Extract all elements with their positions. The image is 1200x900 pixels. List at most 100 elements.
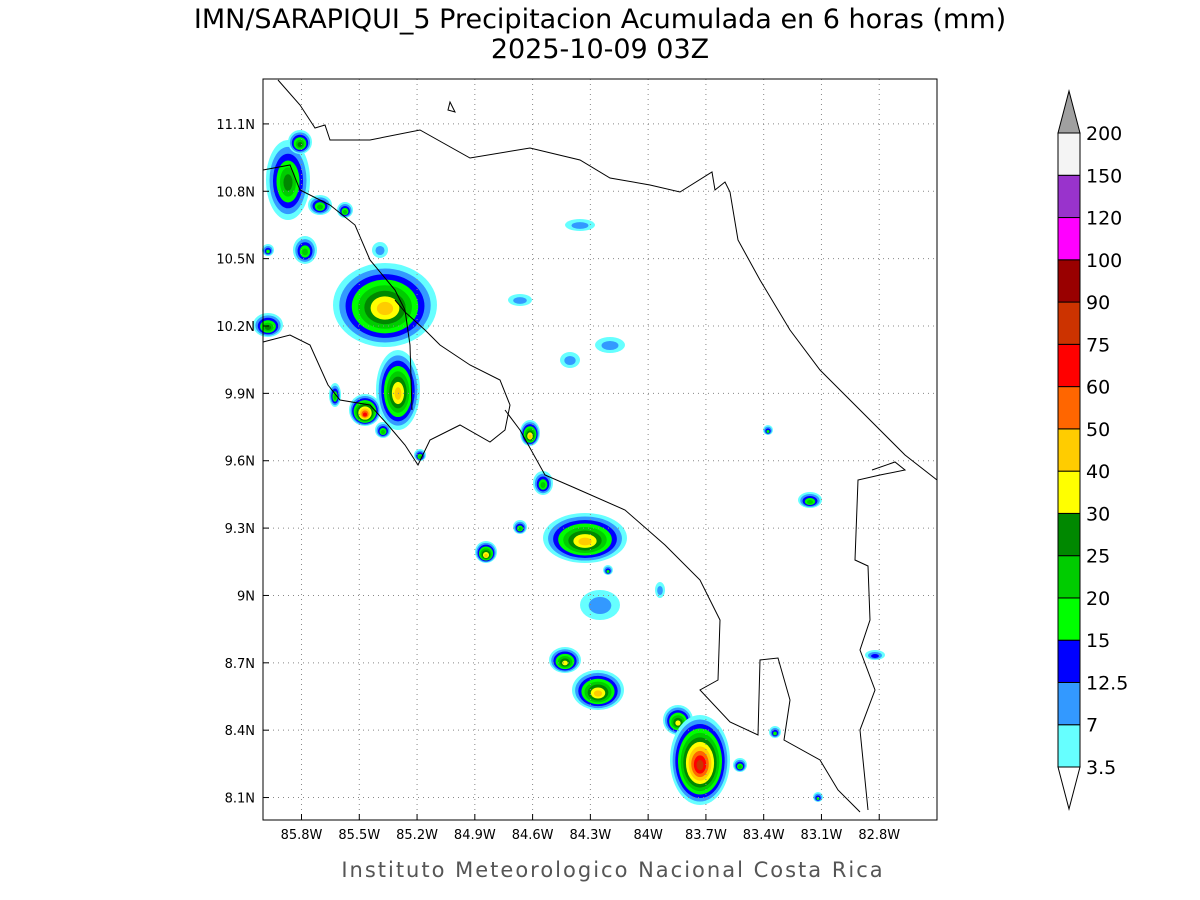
subtitle: 2025-10-09 03Z: [491, 34, 709, 65]
precip-contour: [381, 430, 385, 434]
precip-contour: [528, 434, 532, 439]
coastline: [277, 79, 938, 481]
colorbar-label: 3.5: [1086, 757, 1116, 779]
colorbar-bin: [1057, 724, 1081, 768]
colorbar-label: 20: [1086, 588, 1110, 610]
y-tick-label: 9N: [237, 589, 255, 604]
y-tick-label: 9.3N: [225, 522, 255, 537]
precip-contour: [807, 500, 813, 504]
colorbar-bin: [1057, 217, 1081, 261]
precip-contour: [513, 297, 527, 304]
border: [854, 461, 907, 811]
colorbar-bin: [1057, 639, 1081, 683]
colorbar-label: 50: [1086, 419, 1110, 441]
precip-contour: [302, 248, 308, 256]
precip-contour: [675, 720, 681, 726]
precip-contour: [578, 537, 592, 546]
x-tick-label: 83.7W: [685, 828, 727, 843]
x-tick-label: 85.2W: [396, 828, 438, 843]
colorbar-label: 75: [1086, 334, 1110, 356]
precip-contour: [766, 429, 770, 434]
precip-contour: [418, 455, 422, 459]
precip-contour: [593, 690, 603, 697]
x-tick-label: 83.4W: [743, 828, 785, 843]
precip-contour: [540, 482, 546, 488]
colorbar-label: 7: [1086, 715, 1098, 737]
colorbar-label: 40: [1086, 461, 1110, 483]
y-tick-label: 11.1N: [216, 118, 255, 133]
x-tick-label: 82.8W: [858, 828, 900, 843]
colorbar-bin: [1057, 597, 1081, 641]
y-tick-label: 9.9N: [225, 387, 255, 402]
coastline: [262, 299, 511, 467]
colorbar-bin: [1057, 343, 1081, 388]
precip-contour: [518, 527, 522, 531]
x-tick-label: 84W: [633, 828, 663, 843]
precip-contour: [871, 654, 879, 658]
precip-contour: [564, 355, 576, 366]
precip-contour: [657, 585, 663, 596]
coastlines: [262, 79, 938, 813]
colorbar-label: 90: [1086, 292, 1110, 314]
colorbar-bin: [1057, 555, 1081, 599]
x-tick-label: 85.8W: [281, 828, 323, 843]
precip-contour: [375, 245, 385, 256]
precip-contour: [484, 553, 488, 558]
precip-contour: [283, 174, 293, 191]
y-tick-label: 10.5N: [216, 253, 255, 268]
x-tick-label: 83.1W: [801, 828, 843, 843]
precip-contour: [376, 301, 394, 316]
colorbar-bin: [1057, 428, 1081, 472]
precip-contour: [317, 204, 323, 210]
colorbar-label: 100: [1086, 250, 1122, 272]
precip-contour: [606, 569, 610, 574]
border: [262, 164, 413, 411]
precip-contour: [571, 222, 589, 229]
precip-contour: [738, 765, 742, 769]
colorbar-label: 25: [1086, 546, 1110, 568]
footer: Instituto Meteorologico Nacional Costa R…: [341, 858, 884, 882]
precip-contour: [343, 210, 347, 214]
y-tick-label: 9.6N: [225, 455, 255, 470]
y-tick-label: 8.4N: [225, 724, 255, 739]
colorbar-bin: [1057, 681, 1081, 726]
colorbar-label: 60: [1086, 377, 1110, 399]
precip-contour: [362, 412, 368, 417]
colorbar-label: 12.5: [1086, 672, 1128, 694]
colorbar-label: 30: [1086, 503, 1110, 525]
colorbar: 3.5 7 12.5 15 20 25 30 40 50 60 75 90 100 120 150 200: [1057, 89, 1128, 811]
y-tick-label: 8.1N: [225, 792, 255, 807]
colorbar-label: 15: [1086, 630, 1110, 652]
precipitation-field: [253, 130, 885, 805]
grid: [263, 79, 937, 820]
colorbar-label: 150: [1086, 165, 1122, 187]
colorbar-over: [1057, 89, 1081, 134]
title: IMN/SARAPIQUI_5 Precipitacion Acumulada …: [194, 4, 1006, 35]
island: [447, 100, 456, 113]
colorbar-label: 200: [1086, 123, 1122, 145]
colorbar-bin: [1057, 174, 1081, 219]
x-tick-label: 84.9W: [454, 828, 496, 843]
precip-contour: [266, 249, 270, 254]
precip-contour: [333, 394, 337, 400]
map-frame: [262, 78, 938, 821]
colorbar-bin: [1057, 259, 1081, 303]
colorbar-bin: [1057, 132, 1081, 176]
y-tick-label: 10.8N: [216, 185, 255, 200]
colorbar-bin: [1057, 512, 1081, 557]
precip-contour: [773, 731, 777, 736]
coastline: [504, 409, 861, 813]
colorbar-bin: [1057, 386, 1081, 430]
x-tick-label: 84.3W: [569, 828, 611, 843]
colorbar-label: 120: [1086, 208, 1122, 230]
precip-contour: [588, 597, 612, 614]
precip-contour: [696, 759, 704, 771]
y-tick-label: 8.7N: [225, 657, 255, 672]
x-tick-label: 84.6W: [512, 828, 554, 843]
y-tick-label: 10.2N: [216, 320, 255, 335]
colorbar-under: [1057, 766, 1081, 811]
precip-contour: [601, 340, 619, 351]
precip-contour: [297, 142, 303, 147]
precip-contour: [562, 660, 568, 666]
